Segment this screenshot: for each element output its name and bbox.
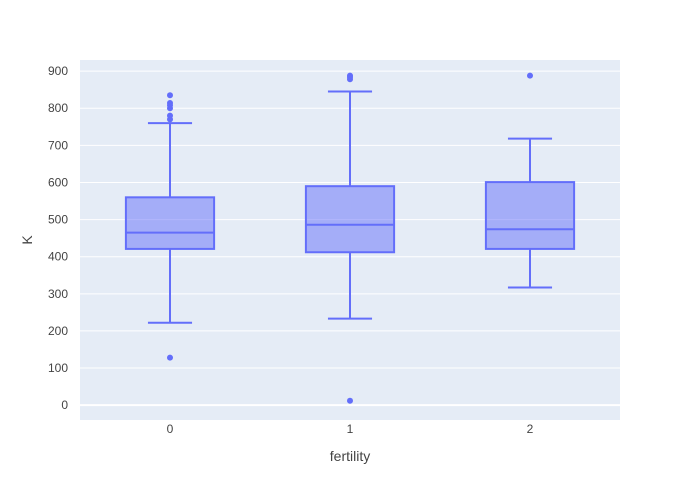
box-group-1	[304, 72, 396, 404]
outlier-point	[167, 112, 173, 119]
iqr-box	[304, 185, 396, 254]
y-axis-title: K	[19, 235, 35, 245]
iqr-box	[484, 181, 576, 250]
outlier-point	[527, 72, 533, 79]
outlier-point	[167, 92, 173, 99]
x-tick-label: 0	[167, 422, 174, 436]
outlier-point	[347, 72, 353, 79]
y-tick-label: 100	[48, 361, 68, 375]
x-tick-label: 2	[527, 422, 534, 436]
y-tick-label: 700	[48, 138, 68, 152]
y-axis-ticks: 0 100 200 300 400 500 600 700 800 900	[48, 64, 68, 412]
x-axis-title: fertility	[330, 448, 370, 464]
outlier-point	[347, 397, 353, 404]
box-group-0	[124, 92, 216, 361]
y-tick-label: 500	[48, 213, 68, 227]
box-group-2	[484, 72, 576, 289]
outlier-point	[167, 354, 173, 361]
outlier-point	[167, 100, 173, 107]
iqr-box	[124, 196, 216, 250]
y-tick-label: 900	[48, 64, 68, 78]
y-tick-label: 400	[48, 250, 68, 264]
y-tick-label: 0	[61, 398, 68, 412]
boxes	[124, 72, 576, 404]
x-axis-ticks: 0 1 2	[167, 422, 534, 436]
y-tick-label: 300	[48, 287, 68, 301]
x-tick-label: 1	[347, 422, 354, 436]
y-tick-label: 200	[48, 324, 68, 338]
y-tick-label: 600	[48, 175, 68, 189]
y-tick-label: 800	[48, 101, 68, 115]
